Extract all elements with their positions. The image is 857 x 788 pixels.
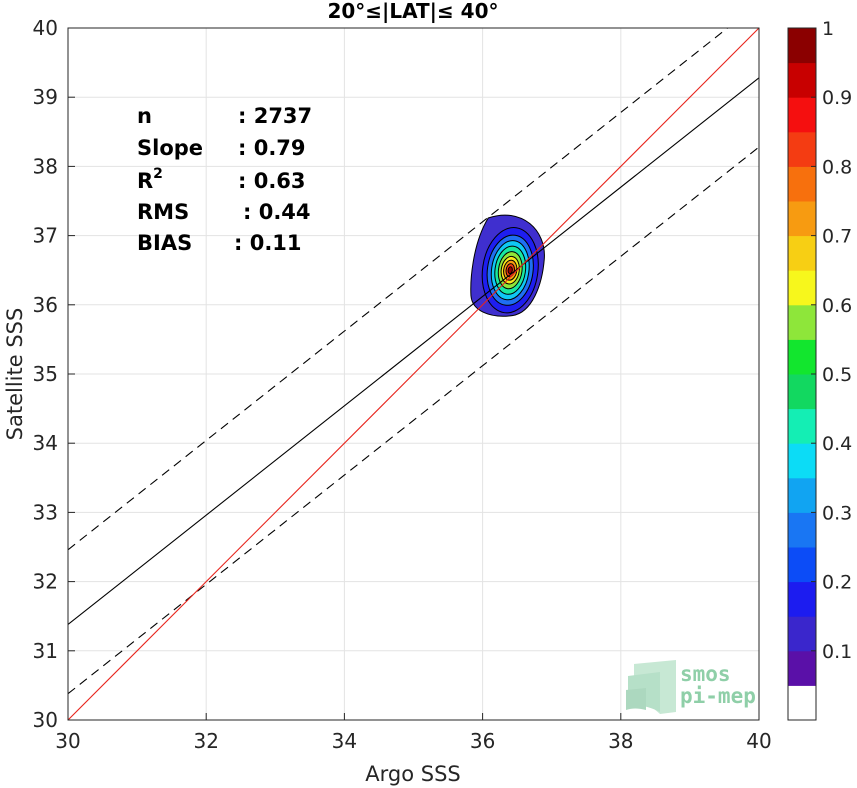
x-axis-label: Argo SSS (365, 762, 460, 786)
stat-value: : 0.79 (238, 136, 306, 160)
smos-logo-icon (626, 660, 676, 714)
colorbar-band (788, 339, 816, 375)
colorbar-band (788, 201, 816, 237)
colorbar-tick-label: 0.8 (822, 156, 852, 178)
y-tick-label: 34 (33, 431, 58, 455)
y-tick-label: 40 (33, 16, 58, 40)
colorbar-band (788, 28, 816, 64)
watermark-line1: smos (680, 662, 731, 686)
stat-label: BIAS (137, 231, 192, 255)
colorbar-band (788, 512, 816, 548)
colorbar-tick-label: 0.7 (822, 226, 852, 248)
colorbar-band (788, 270, 816, 306)
colorbar-ticks: 0.1 0.2 0.3 0.4 0.5 0.6 0.7 0.8 0.9 1 (811, 18, 852, 663)
upper-bound-line (68, 28, 729, 551)
colorbar-tick-label: 0.1 (822, 641, 852, 663)
colorbar-tick-label: 0.5 (822, 364, 852, 386)
colorbar-tick-label: 0.3 (822, 502, 852, 524)
stat-value: : 2737 (238, 104, 312, 128)
identity-line (68, 28, 759, 720)
watermark-logo: smos pi-mep (626, 660, 756, 714)
x-tick-label: 38 (608, 729, 633, 753)
stat-value: : 0.11 (234, 231, 302, 255)
y-tick-label: 38 (33, 154, 58, 178)
stat-label: RMS (137, 200, 189, 224)
stat-value: : 0.44 (243, 200, 311, 224)
x-tick-label: 36 (470, 729, 495, 753)
y-tick-label: 39 (33, 85, 58, 109)
colorbar-band (788, 62, 816, 98)
colorbar-band (788, 408, 816, 444)
colorbar-band (788, 374, 816, 410)
y-tick-label: 36 (33, 293, 58, 317)
stat-value: : 0.63 (238, 169, 306, 193)
colorbar-band (788, 304, 816, 340)
colorbar-band (788, 650, 816, 686)
fit-line (68, 77, 759, 625)
colorbar-tick-label: 0.4 (822, 433, 852, 455)
colorbar-band (788, 616, 816, 652)
colorbar-tick-label: 0.2 (822, 572, 852, 594)
colorbar-tick-label: 1 (822, 18, 834, 40)
colorbar-band (788, 685, 816, 721)
stats-box: n : 2737 Slope : 0.79 R2 : 0.63 RMS : 0.44 BIAS:… (137, 104, 312, 255)
colorbar-band (788, 235, 816, 271)
y-axis-label: Satellite SSS (3, 308, 27, 441)
x-tick-label: 34 (332, 729, 357, 753)
colorbar-tick-label: 0.9 (822, 87, 852, 109)
colorbar (788, 28, 816, 721)
colorbar-band (788, 547, 816, 583)
x-tick-label: 30 (55, 729, 80, 753)
density-contours (470, 214, 545, 317)
contour-level (507, 266, 513, 275)
stat-label: n (137, 104, 152, 128)
colorbar-band (788, 97, 816, 133)
x-ticks: 30 32 34 36 38 40 (55, 713, 772, 753)
y-tick-label: 37 (33, 224, 58, 248)
stat-label: R2 (137, 166, 163, 193)
y-tick-label: 31 (33, 639, 58, 663)
y-tick-label: 33 (33, 500, 58, 524)
stat-label: Slope (137, 136, 203, 160)
y-tick-label: 32 (33, 570, 58, 594)
colorbar-tick-label: 0.6 (822, 295, 852, 317)
y-tick-label: 35 (33, 362, 58, 386)
regression-lines (68, 28, 759, 720)
chart-title: 20°≤|LAT|≤ 40° (327, 0, 498, 23)
x-tick-label: 40 (746, 729, 771, 753)
colorbar-band (788, 166, 816, 202)
y-tick-label: 30 (33, 708, 58, 732)
colorbar-band (788, 581, 816, 617)
colorbar-band (788, 443, 816, 479)
y-ticks: 30 31 32 33 34 35 36 37 38 39 40 (33, 16, 75, 732)
watermark-line2: pi-mep (680, 684, 756, 708)
colorbar-band (788, 477, 816, 513)
lower-bound-line (68, 146, 759, 695)
x-tick-label: 32 (193, 729, 218, 753)
colorbar-band (788, 131, 816, 167)
